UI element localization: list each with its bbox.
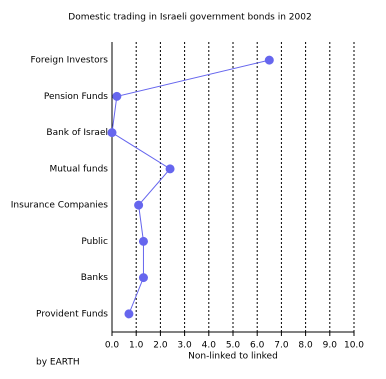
x-tick-label: 2.0 <box>153 341 168 351</box>
y-tick-label: Foreign Investors <box>30 56 108 66</box>
y-tick-label: Insurance Companies <box>11 201 109 211</box>
data-point <box>138 236 148 246</box>
data-point <box>124 309 134 319</box>
data-point <box>107 128 117 138</box>
x-axis-label: Non-linked to linked <box>188 352 278 362</box>
y-tick-label: Pension Funds <box>44 92 108 102</box>
y-tick-label: Banks <box>81 273 109 283</box>
y-tick-label: Bank of Israel <box>46 128 108 138</box>
source-note: by EARTH <box>36 358 80 368</box>
x-tick-label: 10.0 <box>344 341 364 351</box>
chart-title: Domestic trading in Israeli government b… <box>68 13 311 23</box>
x-tick-label: 4.0 <box>202 341 217 351</box>
data-point <box>138 273 148 283</box>
x-tick-label: 7.0 <box>274 341 289 351</box>
x-tick-label: 3.0 <box>177 341 192 351</box>
x-tick-label: 1.0 <box>129 341 144 351</box>
x-tick-label: 9.0 <box>323 341 338 351</box>
data-point <box>264 55 274 65</box>
data-point <box>165 164 175 174</box>
y-tick-label: Mutual funds <box>49 164 108 174</box>
y-tick-label: Provident Funds <box>36 309 108 319</box>
x-tick-label: 8.0 <box>298 341 313 351</box>
y-tick-label: Public <box>81 237 108 247</box>
x-tick-label: 6.0 <box>250 341 265 351</box>
x-tick-label: 5.0 <box>226 341 241 351</box>
x-tick-label: 0.0 <box>105 341 120 351</box>
data-line <box>111 59 270 315</box>
data-point <box>134 200 144 210</box>
data-point <box>112 91 122 101</box>
